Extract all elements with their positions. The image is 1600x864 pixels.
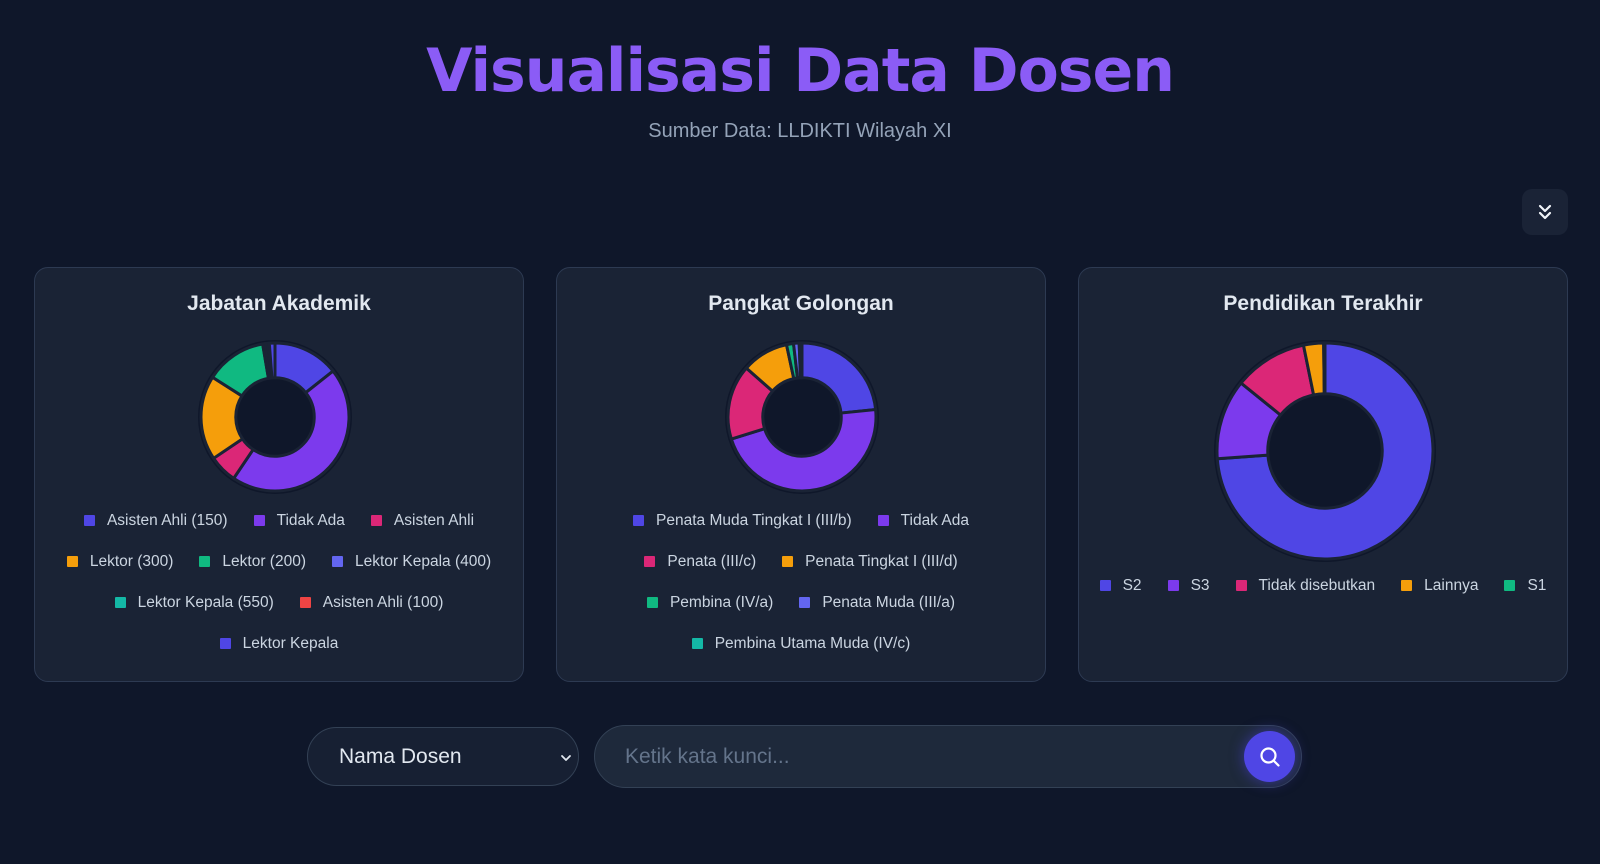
search-input-wrapper [594, 725, 1302, 788]
search-button[interactable] [1244, 731, 1295, 782]
legend-item-penata-muda-iii-a[interactable]: Penata Muda (III/a) [799, 582, 955, 623]
chart-card-pangkat-golongan: Pangkat Golongan Penata Muda Tingkat I (… [556, 267, 1046, 682]
chart-legend: Penata Muda Tingkat I (III/b) Tidak Ada Pe… [573, 500, 1029, 664]
legend-swatch [646, 597, 658, 608]
legend-swatch [1504, 580, 1516, 591]
legend-label: Pembina Utama Muda (IV/c) [714, 634, 911, 652]
legend-swatch [83, 515, 95, 526]
legend-item-asisten-ahli-100[interactable]: Asisten Ahli (100) [299, 582, 444, 623]
legend-item-penata-iii-c[interactable]: Penata (III/c) [644, 541, 756, 582]
donut-slice-tidak-ada[interactable] [231, 368, 351, 493]
donut-slice-tidak-ada[interactable] [729, 407, 878, 493]
donut-slice-lektor-kepala[interactable] [267, 341, 277, 380]
legend-swatch [219, 638, 231, 649]
legend-item-pembina-iv-a[interactable]: Pembina (IV/a) [646, 582, 774, 623]
legend-swatch [1401, 580, 1413, 591]
legend-swatch [332, 556, 343, 567]
legend-label: Asisten Ahli (150) [106, 511, 228, 529]
legend-label: Penata Muda (III/a) [822, 593, 956, 611]
legend-label: Pembina (IV/a) [669, 593, 774, 611]
select-value: Nama Dosen [339, 744, 462, 768]
legend-label: Penata (III/c) [667, 552, 757, 570]
legend-item-penata-tingkat-i-iii-d[interactable]: Penata Tingkat I (III/d) [782, 541, 958, 582]
chart-cards: Jabatan Akademik Asisten Ahli (150) Tidak… [34, 267, 1568, 682]
legend-label: S3 [1190, 576, 1210, 594]
legend-item-pembina-utama-muda-iv-c[interactable]: Pembina Utama Muda (IV/c) [691, 623, 911, 664]
search-field-select[interactable]: Nama Dosen [307, 727, 579, 786]
donut-slice-s2[interactable] [1215, 341, 1435, 561]
legend-label: Lainnya [1424, 576, 1479, 594]
legend-label: S1 [1527, 576, 1547, 594]
legend-label: Lektor (300) [89, 552, 174, 570]
legend-label: S2 [1122, 576, 1142, 594]
legend-item-lektor-kepala-400[interactable]: Lektor Kepala (400) [332, 541, 491, 582]
donut-chart-pendidikan-terakhir [1214, 340, 1436, 562]
donut-slice-s1[interactable] [1322, 341, 1327, 396]
legend-swatch [1167, 580, 1179, 591]
legend-swatch [644, 556, 656, 567]
legend-label: Tidak Ada [276, 511, 345, 529]
legend-swatch [253, 515, 265, 526]
legend-label: Tidak disebutkan [1258, 576, 1376, 594]
legend-swatch [633, 515, 645, 526]
chevron-down-icon [561, 755, 571, 761]
chart-card-pendidikan-terakhir: Pendidikan Terakhir S2 S3 Tidak disebutkan… [1078, 267, 1568, 682]
legend-swatch [66, 556, 78, 567]
legend-item-lektor-300[interactable]: Lektor (300) [66, 541, 174, 582]
chart-title: Pangkat Golongan [708, 292, 894, 315]
legend-item-tidak-ada[interactable]: Tidak Ada [877, 500, 969, 541]
legend-item-lektor-200[interactable]: Lektor (200) [199, 541, 306, 582]
legend-swatch [299, 597, 311, 608]
legend-label: Penata Tingkat I (III/d) [805, 552, 958, 570]
legend-item-s1[interactable]: S1 [1504, 565, 1546, 606]
legend-label: Asisten Ahli [393, 511, 475, 529]
legend-label: Lektor Kepala (400) [355, 552, 492, 570]
chevrons-down-icon [1538, 204, 1552, 220]
chart-card-jabatan-akademik: Jabatan Akademik Asisten Ahli (150) Tidak… [34, 267, 524, 682]
collapse-button[interactable] [1522, 189, 1568, 235]
legend-swatch [1235, 580, 1247, 591]
legend-item-asisten-ahli-150[interactable]: Asisten Ahli (150) [83, 500, 228, 541]
chart-legend: S2 S3 Tidak disebutkan Lainnya S1 [1095, 565, 1551, 606]
search-input[interactable] [625, 726, 1205, 787]
legend-item-penata-muda-tingkat-i-iii-b[interactable]: Penata Muda Tingkat I (III/b) [633, 500, 852, 541]
legend-item-s3[interactable]: S3 [1167, 565, 1210, 606]
donut-chart-pangkat-golongan [725, 340, 879, 494]
legend-swatch [877, 515, 889, 526]
legend-swatch [370, 515, 382, 526]
legend-swatch [782, 556, 794, 567]
legend-item-lektor-kepala[interactable]: Lektor Kepala [219, 623, 339, 664]
legend-item-tidak-ada[interactable]: Tidak Ada [253, 500, 345, 541]
legend-item-lektor-kepala-550[interactable]: Lektor Kepala (550) [114, 582, 274, 623]
chart-legend: Asisten Ahli (150) Tidak Ada Asisten Ahli L… [51, 500, 507, 664]
legend-label: Penata Muda Tingkat I (III/b) [656, 511, 852, 529]
legend-item-tidak-disebutkan[interactable]: Tidak disebutkan [1235, 565, 1376, 606]
legend-label: Tidak Ada [900, 511, 969, 529]
chart-title: Pendidikan Terakhir [1223, 292, 1423, 315]
legend-label: Lektor Kepala [242, 634, 339, 652]
legend-swatch [799, 597, 811, 608]
legend-label: Lektor (200) [222, 552, 306, 570]
legend-item-s2[interactable]: S2 [1099, 565, 1142, 606]
page-subtitle: Sumber Data: LLDIKTI Wilayah XI [648, 120, 952, 142]
legend-item-lainnya[interactable]: Lainnya [1401, 565, 1478, 606]
legend-swatch [199, 556, 211, 567]
legend-swatch [1099, 580, 1111, 591]
legend-item-asisten-ahli[interactable]: Asisten Ahli [370, 500, 475, 541]
chart-title: Jabatan Akademik [187, 292, 371, 315]
page-header: Visualisasi Data Dosen Sumber Data: LLDI… [0, 30, 1600, 143]
legend-label: Asisten Ahli (100) [322, 593, 444, 611]
legend-swatch [691, 638, 703, 649]
donut-slice-pembina-utama-muda-iv-c[interactable] [797, 341, 804, 380]
donut-chart-jabatan-akademik [198, 340, 352, 494]
search-icon [1259, 746, 1280, 767]
page-title: Visualisasi Data Dosen [426, 36, 1175, 106]
legend-label: Lektor Kepala (550) [137, 593, 274, 611]
legend-swatch [114, 597, 126, 608]
